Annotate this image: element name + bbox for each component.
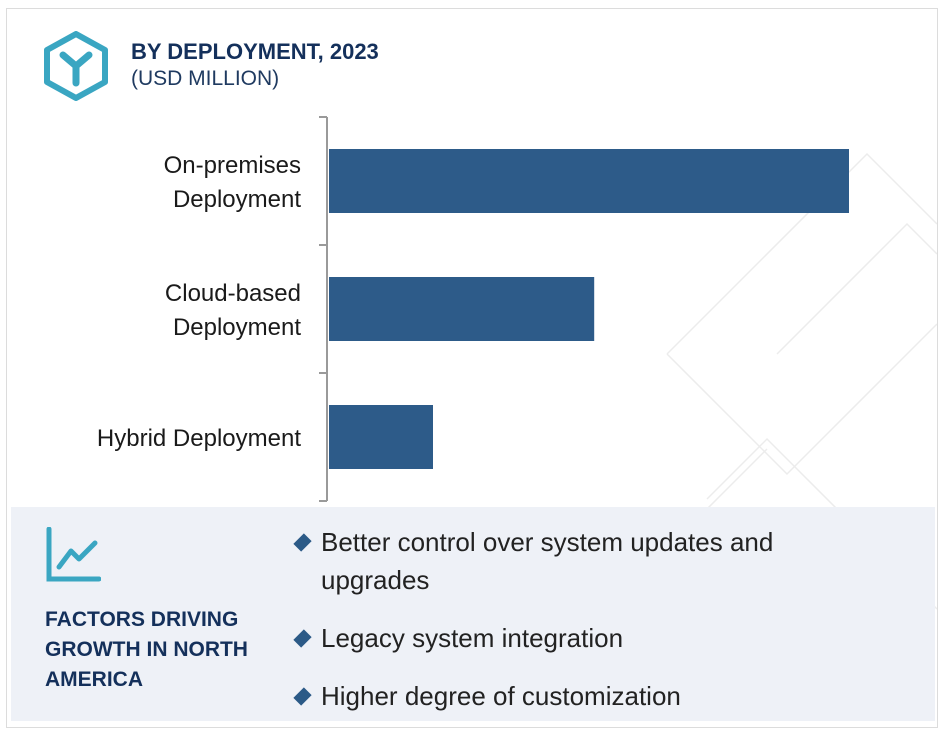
chart-title: BY DEPLOYMENT, 2023	[131, 39, 379, 64]
category-label-line: On-premises	[164, 152, 301, 179]
chart-subtitle: (USD MILLION)	[131, 67, 280, 90]
factors-panel: FACTORS DRIVING GROWTH IN NORTH AMERICA …	[11, 507, 935, 721]
line-chart-icon	[46, 527, 101, 582]
category-label-line: Cloud-based	[165, 280, 301, 307]
factor-item: Higher degree of customization	[293, 677, 853, 715]
cube-logo-icon	[44, 31, 108, 101]
factor-text: Higher degree of customization	[321, 681, 681, 711]
category-label-line: Hybrid Deployment	[97, 425, 301, 452]
category-label: On-premises Deployment	[164, 152, 302, 213]
diamond-bullet-icon	[293, 687, 312, 706]
factor-item: Better control over system updates and u…	[293, 523, 853, 599]
chart-card: BY DEPLOYMENT, 2023 (USD MILLION) On-pre…	[6, 8, 938, 728]
factor-text: Legacy system integration	[321, 623, 624, 653]
panel-title: FACTORS DRIVING GROWTH IN NORTH AMERICA	[45, 608, 248, 691]
diamond-bullet-icon	[293, 533, 312, 552]
category-label-line: Deployment	[173, 186, 301, 213]
category-label: Hybrid Deployment	[97, 425, 301, 452]
category-label: Cloud-based Deployment	[165, 280, 301, 341]
bar	[329, 405, 433, 469]
bar-chart: On-premises Deployment Cloud-based Deployme…	[97, 116, 849, 502]
bar	[329, 149, 849, 213]
factor-item: Legacy system integration	[293, 619, 853, 657]
bar	[329, 277, 595, 341]
diamond-bullet-icon	[293, 629, 312, 648]
factors-list: Better control over system updates and u…	[293, 523, 853, 727]
factor-text: Better control over system updates and u…	[321, 527, 774, 595]
category-label-line: Deployment	[173, 314, 301, 341]
